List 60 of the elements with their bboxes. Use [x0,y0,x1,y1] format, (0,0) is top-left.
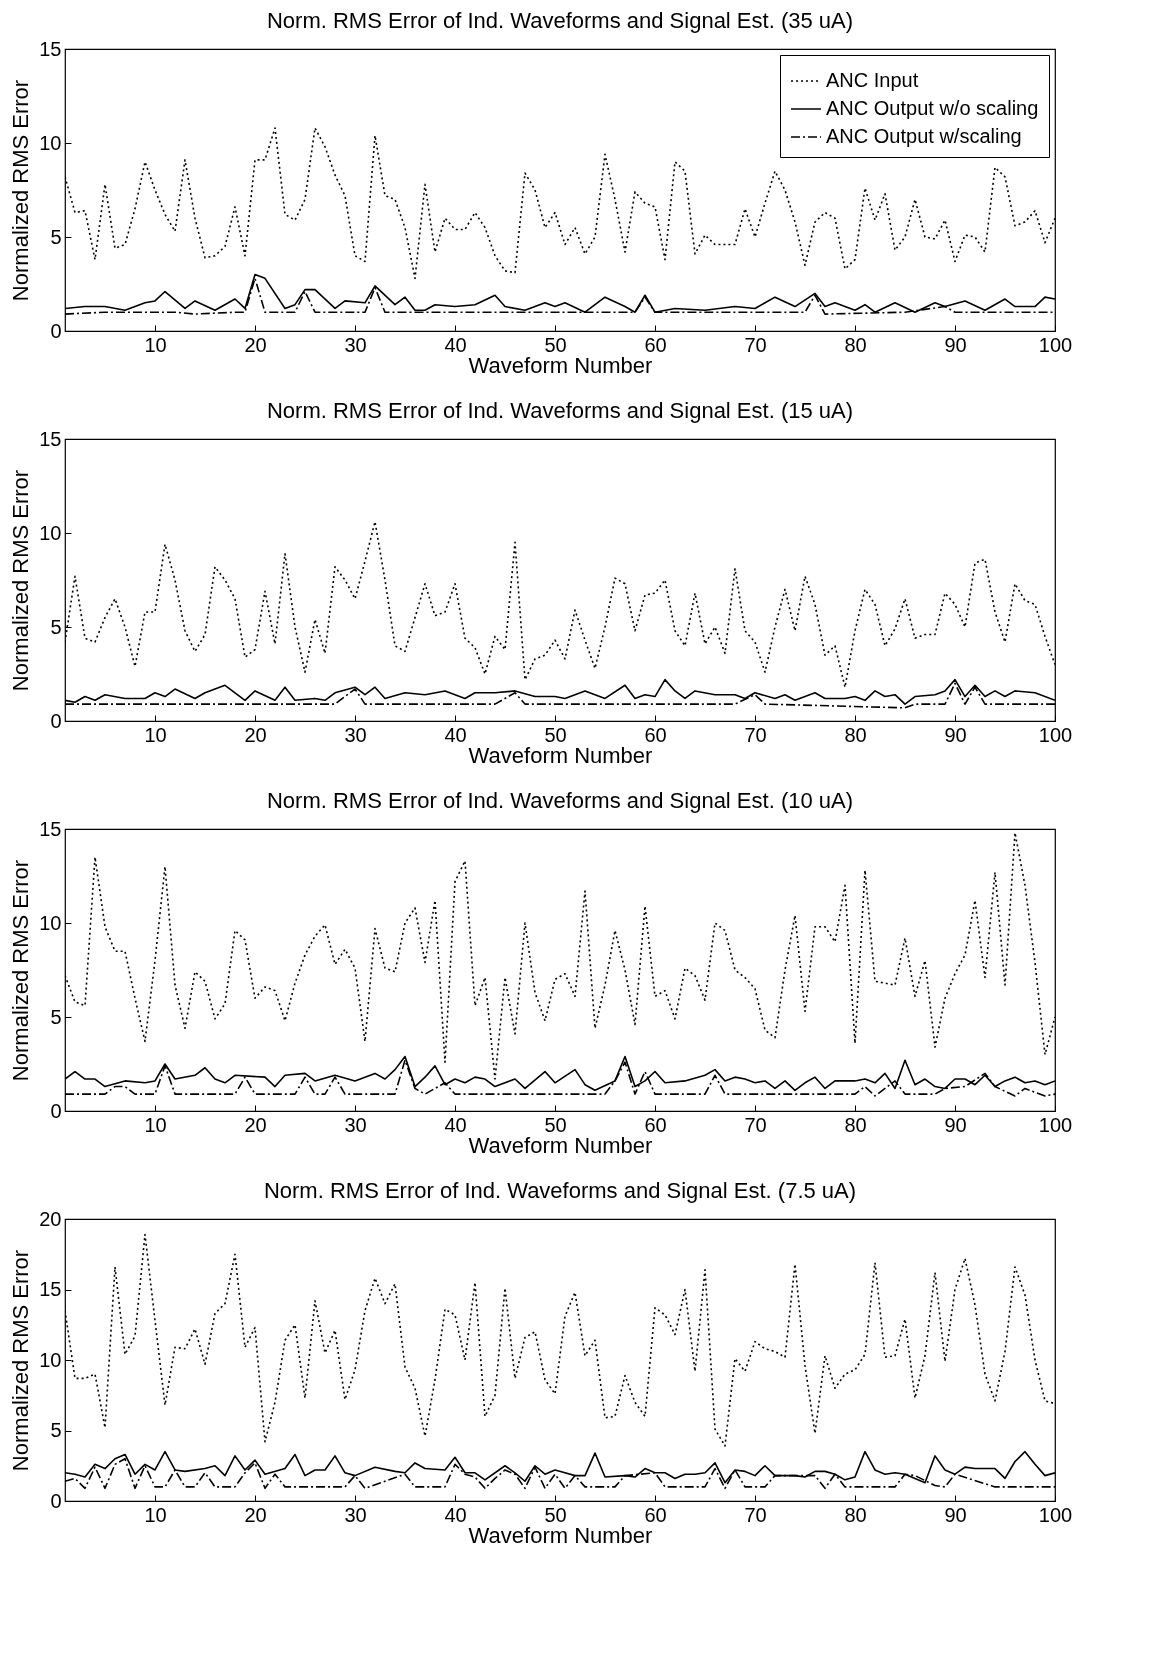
x-tick-label: 100 [1038,1503,1073,1526]
x-tick-label: 80 [844,723,867,746]
y-tick-label: 5 [50,615,62,638]
y-tick-label: 10 [39,521,62,544]
x-tick-label: 40 [444,1503,467,1526]
x-tick-label: 90 [944,333,967,356]
x-tick-label: 90 [944,723,967,746]
x-tick-label: 80 [844,333,867,356]
y-tick-label: 15 [39,817,62,840]
x-tick-label: 90 [944,1113,967,1136]
x-tick-label: 90 [944,1503,967,1526]
y-tick-label: 15 [39,37,62,60]
legend-label: ANC Output w/o scaling [826,97,1039,119]
y-axis-title: Normalized RMS Error [8,469,34,692]
x-tick-label: 70 [744,333,767,356]
y-tick-label: 0 [50,319,62,342]
x-tick-label: 30 [344,1503,367,1526]
y-tick-label: 0 [50,1489,62,1512]
legend-label: ANC Input [826,69,919,91]
x-tick-label: 30 [344,333,367,356]
y-tick-label: 15 [39,1278,62,1300]
x-tick-label: 40 [444,723,467,746]
legend-label: ANC Output w/scaling [826,125,1022,147]
x-tick-label: 20 [244,1113,267,1136]
x-tick-label: 10 [144,1113,167,1136]
y-tick-label: 5 [50,1419,62,1441]
chart-title: Norm. RMS Error of Ind. Waveforms and Signal Est. (35 uA) [266,8,854,33]
chart-title: Norm. RMS Error of Ind. Waveforms and Signal Est. (15 uA) [266,398,854,423]
y-tick-label: 0 [50,709,62,732]
y-tick-label: 15 [39,427,62,450]
y-tick-label: 10 [39,131,62,154]
x-tick-label: 20 [244,333,267,356]
x-tick-label: 30 [344,1113,367,1136]
y-axis-title: Normalized RMS Error [8,79,34,302]
x-tick-label: 40 [444,1113,467,1136]
y-tick-label: 10 [39,1348,62,1371]
x-tick-label: 10 [144,1503,167,1526]
x-tick-label: 80 [844,1113,867,1136]
chart-title: Norm. RMS Error of Ind. Waveforms and Signal Est. (10 uA) [266,788,854,813]
x-tick-label: 100 [1038,333,1073,356]
x-tick-label: 70 [744,723,767,746]
y-tick-label: 10 [39,911,62,934]
y-tick-label: 20 [39,1207,62,1230]
x-tick-label: 100 [1038,1113,1073,1136]
x-tick-label: 40 [444,333,467,356]
x-tick-label: 20 [244,723,267,746]
chart-title: Norm. RMS Error of Ind. Waveforms and Signal Est. (7.5 uA) [263,1178,857,1203]
x-tick-label: 30 [344,723,367,746]
x-tick-label: 70 [744,1503,767,1526]
x-tick-label: 80 [844,1503,867,1526]
y-tick-label: 0 [50,1099,62,1122]
x-tick-label: 20 [244,1503,267,1526]
y-tick-label: 5 [50,1005,62,1028]
x-tick-label: 70 [744,1113,767,1136]
y-axis-title: Normalized RMS Error [8,859,34,1082]
y-axis-title: Normalized RMS Error [8,1249,34,1472]
y-tick-label: 5 [50,225,62,248]
x-tick-label: 10 [144,333,167,356]
x-tick-label: 100 [1038,723,1073,746]
x-tick-label: 10 [144,723,167,746]
